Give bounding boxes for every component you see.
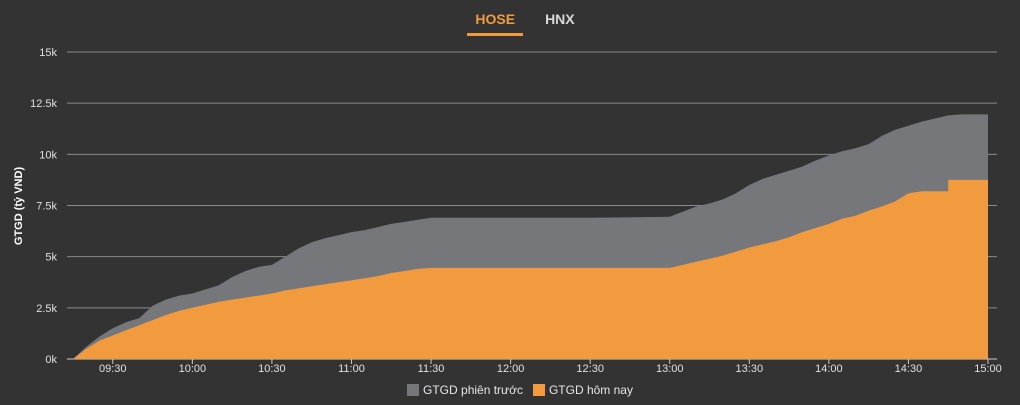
x-tick-label: 15:00 — [974, 363, 1002, 375]
tab-hnx[interactable]: HNX — [545, 11, 575, 27]
series-area-today — [73, 179, 988, 359]
legend-label-previous: GTGD phiên trước — [423, 383, 523, 397]
y-tick-label: 10k — [39, 149, 57, 161]
axes: 0k 2.5k 5k 7.5k 10k 12.5k 15k 09:30 10:00 10:30 11… — [30, 47, 1002, 375]
x-tick-label: 12:30 — [576, 363, 604, 375]
x-tick-label: 13:00 — [656, 363, 684, 375]
x-tick-label: 11:30 — [418, 363, 445, 375]
series-areas — [73, 114, 988, 360]
chart-legend: GTGD phiên trước GTGD hôm nay — [0, 383, 1020, 397]
y-tick-label: 5k — [45, 252, 57, 264]
x-tick-label: 14:30 — [895, 363, 923, 375]
y-tick-label: 12.5k — [30, 98, 57, 110]
legend-label-today: GTGD hôm nay — [548, 383, 633, 397]
x-tick-label: 11:00 — [338, 363, 365, 375]
x-tick-label: 14:00 — [815, 363, 843, 375]
y-tick-label: 0k — [45, 354, 57, 366]
legend-item-today[interactable]: GTGD hôm nay — [532, 383, 633, 397]
legend-swatch-today — [532, 384, 545, 396]
x-tick-label: 12:00 — [497, 363, 525, 375]
x-tick-label: 13:30 — [736, 363, 764, 375]
x-tick-label: 10:30 — [258, 363, 286, 375]
x-tick-label: 09:30 — [99, 363, 127, 375]
y-tick-label: 2.5k — [36, 303, 57, 315]
x-tick-label: 10:00 — [179, 363, 207, 375]
legend-swatch-previous — [407, 384, 420, 396]
market-tabs: HOSE HNX — [0, 8, 1020, 36]
y-axis-label: GTGD (tỷ VND) — [13, 167, 25, 246]
y-tick-label: 7.5k — [36, 201, 57, 213]
tab-hose[interactable]: HOSE — [467, 8, 524, 36]
y-tick-label: 15k — [39, 47, 57, 59]
legend-item-previous[interactable]: GTGD phiên trước — [407, 383, 523, 397]
